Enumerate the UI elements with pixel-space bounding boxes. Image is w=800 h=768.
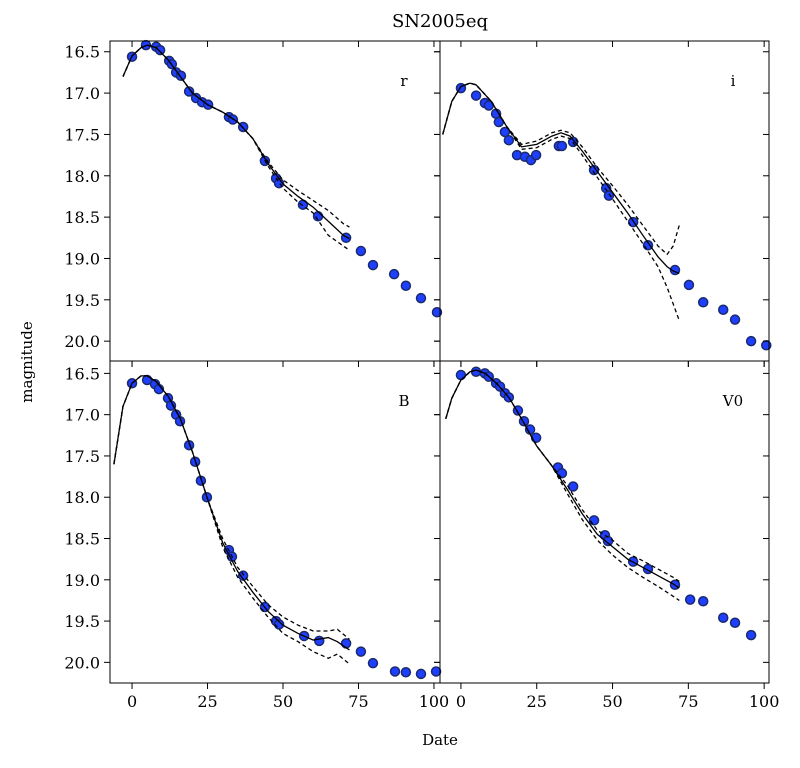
x-tick-label: 100	[419, 692, 450, 711]
data-point	[430, 666, 442, 677]
data-point	[603, 190, 615, 201]
panel: 16.5 17.0 17.5 18.0 18.5 19.0 19.5 20.0 r	[64, 39, 443, 367]
data-point	[530, 149, 542, 161]
data-point	[697, 596, 709, 607]
x-tick-label: 0	[127, 692, 137, 711]
x-tick-label: 25	[197, 692, 217, 711]
data-point	[183, 86, 195, 97]
data-point	[567, 481, 579, 492]
data-point	[389, 666, 401, 677]
data-point	[503, 134, 515, 146]
data-point	[340, 638, 352, 649]
data-point	[455, 369, 467, 381]
data-point	[367, 259, 379, 271]
panel-frame	[109, 40, 441, 362]
data-point	[470, 90, 482, 101]
data-point	[530, 432, 542, 444]
panel-frame	[439, 360, 770, 684]
data-point	[355, 245, 367, 257]
x-tick-label: 50	[602, 692, 622, 711]
data-point	[499, 126, 511, 138]
data-point	[431, 306, 443, 318]
data-point	[745, 629, 757, 641]
y-tick-label: 19.5	[64, 291, 100, 310]
data-point	[556, 140, 568, 152]
data-point	[367, 657, 379, 669]
model-band	[113, 375, 350, 640]
panel-label: V0	[722, 392, 743, 410]
y-tick-label: 19.0	[64, 571, 100, 590]
data-point	[355, 646, 367, 657]
data-point	[717, 304, 729, 315]
data-point	[683, 279, 695, 291]
y-tick-label: 18.0	[64, 167, 100, 186]
panel: 0 25 50 75 100 V0	[434, 360, 780, 711]
y-tick-label: 17.0	[64, 84, 100, 103]
y-tick-label: 18.5	[64, 208, 100, 227]
panel-label: B	[398, 392, 409, 410]
y-tick-label: 20.0	[64, 653, 100, 672]
data-point	[745, 335, 757, 347]
model-curve	[445, 369, 680, 589]
data-point	[684, 594, 696, 605]
y-tick-label: 17.5	[64, 447, 100, 466]
data-point	[388, 268, 400, 280]
model-band	[445, 369, 680, 582]
model-curve	[113, 375, 350, 651]
model-band	[113, 375, 350, 665]
x-tick-label: 100	[749, 692, 780, 711]
y-tick-label: 19.5	[64, 612, 100, 631]
chart-title: SN2005eq	[392, 11, 488, 32]
data-point	[400, 280, 412, 292]
x-tick-label: 75	[678, 692, 698, 711]
y-tick-label: 16.5	[64, 43, 100, 62]
y-tick-label: 17.0	[64, 406, 100, 425]
data-point	[729, 617, 741, 628]
model-curve	[122, 44, 350, 240]
panel: 0 25 50 75 100 16.5 17.0 17.5 18.0 18.5 19.0 19.5 20…	[64, 360, 450, 711]
model-band	[122, 44, 350, 228]
data-point	[415, 292, 427, 304]
y-tick-label: 18.5	[64, 530, 100, 549]
y-tick-label: 19.0	[64, 249, 100, 268]
data-point	[729, 314, 741, 325]
y-tick-label: 20.0	[64, 332, 100, 351]
model-band	[442, 82, 680, 321]
data-point	[415, 668, 427, 680]
y-axis-label: magnitude	[18, 321, 36, 403]
x-tick-label: 0	[456, 692, 466, 711]
x-tick-label: 50	[273, 692, 293, 711]
data-point	[154, 44, 166, 56]
y-tick-label: 18.0	[64, 488, 100, 507]
panel-label: r	[400, 72, 408, 90]
y-tick-label: 17.5	[64, 125, 100, 144]
data-point	[697, 297, 709, 308]
model-band	[122, 44, 350, 251]
data-point	[400, 667, 412, 678]
x-tick-label: 25	[527, 692, 547, 711]
model-band	[442, 82, 680, 256]
panel-frame	[109, 360, 441, 684]
panel: i	[434, 40, 772, 367]
y-tick-label: 16.5	[64, 364, 100, 383]
x-tick-label: 75	[348, 692, 368, 711]
panel-label: i	[731, 72, 736, 90]
data-point	[588, 164, 600, 176]
x-axis-label: Date	[422, 731, 458, 749]
data-point	[237, 570, 249, 581]
data-point	[313, 635, 325, 647]
data-point	[717, 612, 729, 624]
